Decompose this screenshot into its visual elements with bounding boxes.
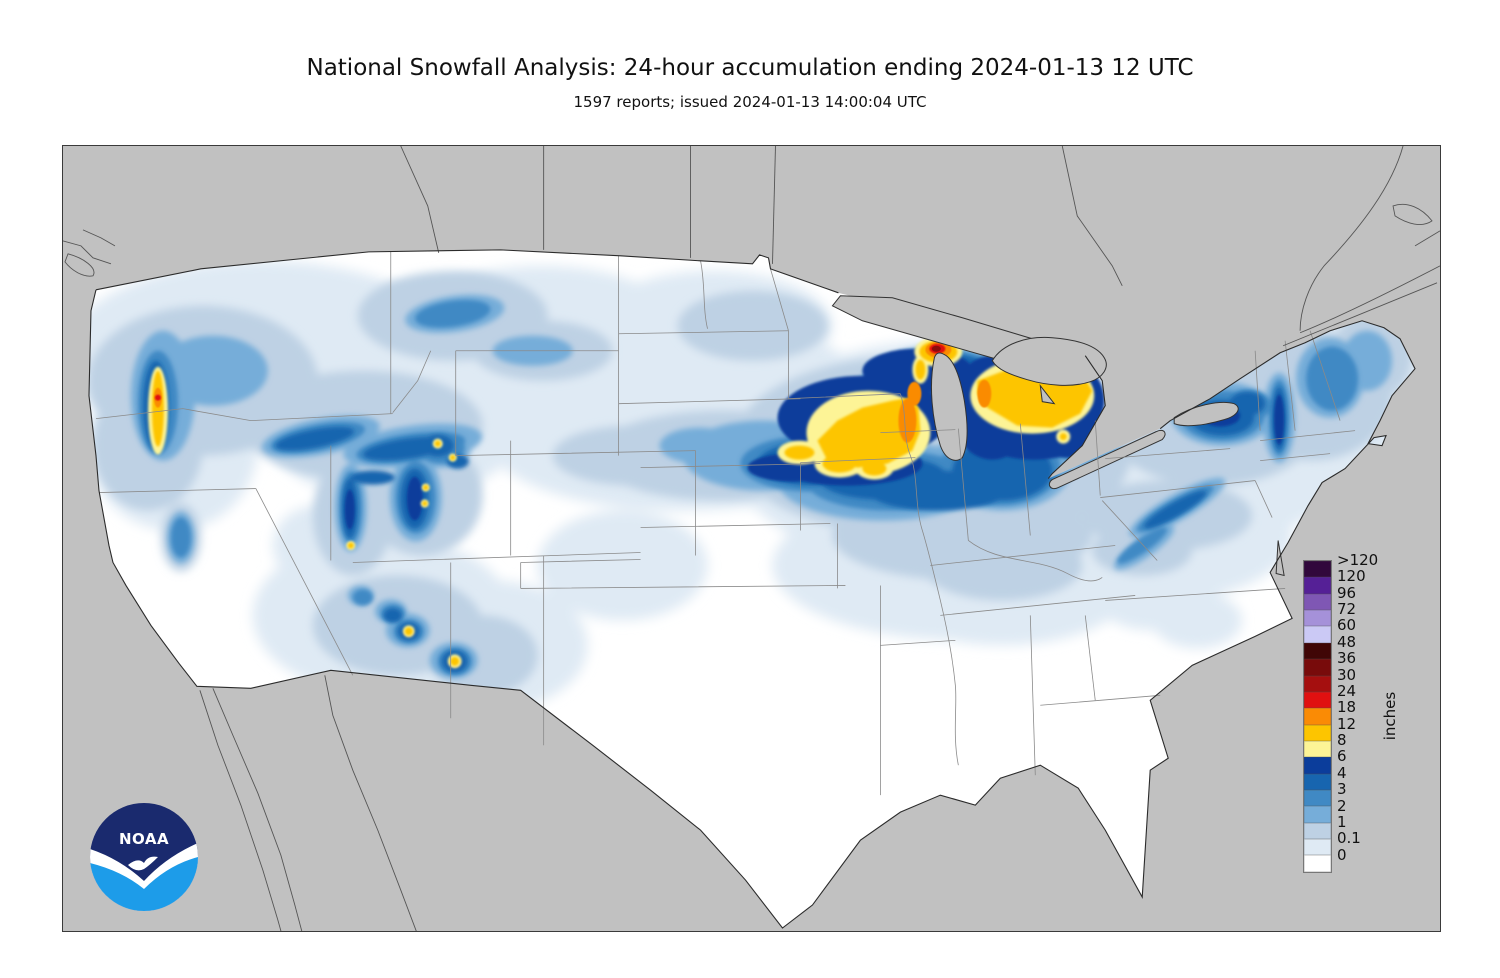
lake-ontario (1173, 401, 1239, 427)
legend-color-swatch (1304, 610, 1331, 627)
legend-tick-label: 120 (1337, 567, 1366, 586)
snow-max-core (931, 345, 941, 352)
lake-michigan (931, 352, 968, 461)
page-title: National Snowfall Analysis: 24-hour accu… (306, 55, 1194, 81)
great-lakes (831, 295, 1285, 577)
snowfall-legend: >120 120 96 72 60 48 36 30 24 18 12 8 6 4 3 2 1 0.1 0 inch… (1303, 552, 1463, 890)
noaa-logo-text: NOAA (119, 830, 169, 848)
lake-erie (1048, 429, 1166, 490)
legend-color-swatch (1304, 790, 1331, 807)
legend-color-swatch (1304, 855, 1331, 872)
map-frame: >120 120 96 72 60 48 36 30 24 18 12 8 6 4 3 2 1 0.1 0 inch… (62, 145, 1441, 932)
legend-tick-label: 2 (1337, 796, 1347, 815)
legend-tick-label: 48 (1337, 632, 1357, 651)
legend-color-swatch (1304, 675, 1331, 692)
noaa-seagull-icon (128, 856, 158, 871)
legend-color-swatch (1304, 626, 1331, 643)
mexico-coastlines (199, 675, 417, 931)
legend-tick-label: 30 (1337, 665, 1357, 684)
canada-borders (63, 146, 1440, 347)
legend-tick-label: >120 (1337, 551, 1379, 569)
legend-color-swatch (1304, 822, 1331, 840)
noaa-wave-blue (90, 857, 198, 911)
chesapeake-bay (1275, 540, 1285, 577)
us-outline (88, 249, 1416, 929)
legend-color-swatch (1304, 708, 1331, 725)
legend-tick-label: 12 (1337, 714, 1357, 733)
legend-color-swatch (1304, 757, 1331, 774)
legend-tick-label: 0.1 (1337, 829, 1361, 848)
legend-tick-label: 6 (1337, 747, 1347, 766)
snowfall-shading (88, 260, 1416, 711)
lake-huron (991, 336, 1107, 386)
legend-color-swatch (1304, 806, 1331, 823)
legend-color-swatch (1304, 577, 1331, 594)
saginaw-bay (1039, 383, 1056, 405)
legend-tick-label: 36 (1337, 649, 1357, 668)
legend-tick-label: 96 (1337, 583, 1357, 602)
legend-tick-label: 8 (1337, 731, 1347, 750)
legend-color-swatch (1304, 659, 1331, 676)
legend-color-swatch (1304, 773, 1331, 791)
legend-color-swatch (1304, 740, 1331, 758)
us-snowfall-map (63, 146, 1440, 931)
legend-tick-label: 72 (1337, 600, 1357, 619)
legend-tick-label: 3 (1337, 780, 1347, 799)
legend-color-swatch (1304, 839, 1331, 856)
legend-colorbar (1303, 560, 1332, 873)
legend-color-swatch (1304, 593, 1331, 611)
legend-tick-label: 24 (1337, 681, 1357, 700)
legend-color-swatch (1304, 642, 1331, 660)
legend-units-label: inches (1381, 691, 1399, 741)
state-borders (95, 251, 1356, 796)
legend-tick-label: 0 (1337, 845, 1347, 864)
legend-color-swatch (1304, 724, 1331, 741)
legend-tick-label: 18 (1337, 698, 1357, 717)
legend-color-swatch (1304, 561, 1331, 578)
legend-tick-label: 4 (1337, 763, 1347, 782)
legend-tick-label: 1 (1337, 812, 1347, 831)
legend-tick-label: 60 (1337, 616, 1357, 635)
legend-color-swatch (1304, 691, 1331, 709)
noaa-logo: NOAA (90, 803, 198, 911)
page-subtitle: 1597 reports; issued 2024-01-13 14:00:04… (573, 93, 927, 111)
